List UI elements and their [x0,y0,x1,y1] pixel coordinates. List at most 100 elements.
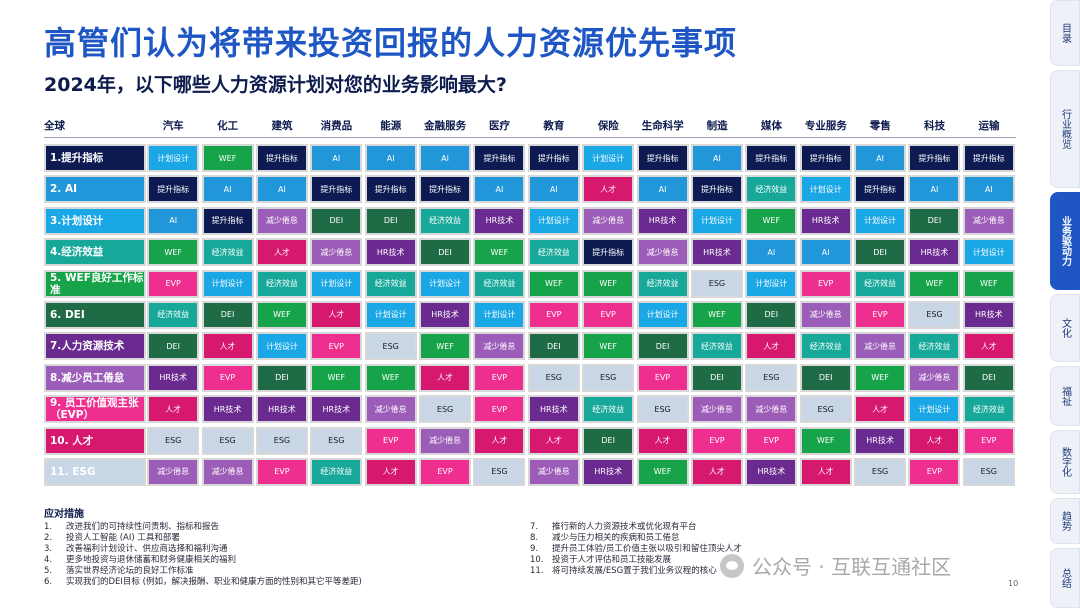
row-header: 2. AI [44,175,146,204]
matrix-cell: DEI [419,238,472,267]
matrix-cell: ESG [310,426,363,455]
matrix-cell: 提升指标 [419,175,472,204]
side-tab[interactable]: 总结 [1050,548,1080,608]
side-tab[interactable]: 趋势 [1050,498,1080,544]
matrix-cell: 减少倦怠 [310,238,363,267]
matrix-cell: ESG [636,395,689,424]
matrix-cell: 经济效益 [201,238,254,267]
matrix-cell: HR技术 [745,457,798,486]
side-tab[interactable]: 数字化 [1050,430,1080,494]
matrix-cell: 经济效益 [310,457,363,486]
matrix-cell: AI [745,238,798,267]
matrix-cell: DEI [364,206,417,235]
matrix-cell: WEF [419,332,472,361]
matrix-cell: 人才 [636,426,689,455]
matrix-cell: 经济效益 [962,395,1015,424]
matrix-cell: AI [527,175,580,204]
matrix-cell: 人才 [854,395,907,424]
matrix-cell: 减少倦怠 [854,332,907,361]
matrix-cell: 人才 [147,395,200,424]
matrix-cell: 计划设计 [527,206,580,235]
matrix-cell: HR技术 [473,206,526,235]
matrix-cell: HR技术 [310,395,363,424]
row-header: 3.计划设计 [44,206,146,235]
matrix-cell: EVP [147,269,200,298]
matrix-cell: 经济效益 [799,332,852,361]
matrix-cell: AI [690,144,743,172]
watermark-text: 公众号 · 互联互通社区 [752,555,952,579]
matrix-cell: DEI [310,206,363,235]
page-title: 高管们认为将带来投资回报的人力资源优先事项 [44,24,738,62]
matrix-cell: 人才 [527,426,580,455]
action-text: 将可持续发展/ESG置于我们业务议程的核心 [552,566,717,576]
matrix-row: 1.提升指标 计划设计 WEF 提升指标 AI AI AI 提升指标 提升指标 计划设计 提升指标 A… [44,143,1016,174]
action-item: 2. 投资人工智能 (AI) 工具和部署 [44,533,362,544]
matrix-cell: HR技术 [419,300,472,329]
watermark: 公众号 · 互联互通社区 [720,551,951,580]
side-tab[interactable]: 文化 [1050,294,1080,362]
matrix-cell: HR技术 [690,238,743,267]
action-text: 投资人工智能 (AI) 工具和部署 [66,533,180,543]
side-tab[interactable]: 目录 [1050,0,1080,66]
matrix-cell: DEI [527,332,580,361]
matrix-cell: 提升指标 [908,144,961,172]
matrix-cell: ESG [419,395,472,424]
matrix-cell: 经济效益 [690,332,743,361]
matrix-cell: HR技术 [636,206,689,235]
action-item: 10. 投资于人才评估和员工技能发展 [530,555,742,566]
matrix-cell: HR技术 [201,395,254,424]
action-item: 4. 更多地投资与退休储蓄和财务健康相关的福利 [44,555,362,566]
matrix-cell: 减少倦怠 [582,206,635,235]
matrix-cell: DEI [201,300,254,329]
matrix-row: 10. 人才 ESG ESG ESG ESG EVP 减少倦怠 人才 人才 DEI 人才 EVP EVP… [44,426,1016,457]
matrix-cell: 减少倦怠 [690,395,743,424]
side-tab[interactable]: 业务驱动力 [1050,192,1080,290]
column-header: 教育 [543,120,565,132]
matrix-cell: 提升指标 [201,206,254,235]
side-navigation: 目录行业概览业务驱动力文化 福祉数字化趋势 总结 [1050,0,1080,608]
matrix-cell: 经济效益 [745,175,798,204]
matrix-cell: 减少倦怠 [473,332,526,361]
column-header: 零售 [869,120,891,132]
matrix-cell: EVP [582,300,635,329]
matrix-cell: WEF [364,363,417,392]
matrix-cell: 计划设计 [201,269,254,298]
side-tab[interactable]: 福祉 [1050,366,1080,426]
matrix-cell: WEF [854,363,907,392]
matrix-cell: WEF [962,269,1015,298]
action-text: 改进我们的可持续性问责制、指标和报告 [66,522,220,532]
action-item: 1. 改进我们的可持续性问责制、指标和报告 [44,522,362,533]
action-number: 9. [530,544,539,554]
matrix-cell: 提升指标 [582,238,635,267]
matrix-cell: 人才 [201,332,254,361]
matrix-cell: 提升指标 [255,144,308,172]
action-item: 9. 提升员工体验/员工价值主张以吸引和留住顶尖人才 [530,544,742,555]
matrix-header: 全球 汽车 化工 建筑 消费品 能源 金融服务 医疗 教育 保险 生命科学 制造 媒体 专业服务 零售 科技… [44,116,1017,138]
matrix-cell: HR技术 [799,206,852,235]
matrix-cell: DEI [745,300,798,329]
matrix-cell: EVP [799,269,852,298]
matrix-cell: EVP [201,363,254,392]
action-text: 减少与压力相关的疾病和员工倦怠 [552,533,680,543]
matrix-cell: 经济效益 [419,206,472,235]
matrix-cell: 计划设计 [962,238,1015,267]
matrix-cell: 提升指标 [636,144,689,172]
priority-matrix: 全球 汽车 化工 建筑 消费品 能源 金融服务 医疗 教育 保险 生命科学 制造 媒体 专业服务 零售 科技… [44,116,1017,488]
matrix-cell: 经济效益 [582,395,635,424]
column-header: 生命科学 [641,120,684,132]
matrix-cell: 经济效益 [147,300,200,329]
matrix-cell: HR技术 [962,300,1015,329]
action-number: 5. [44,566,53,576]
matrix-cell: 减少倦怠 [419,426,472,455]
matrix-cell: HR技术 [854,426,907,455]
side-tab[interactable]: 行业概览 [1050,70,1080,188]
row-header: 10. 人才 [44,426,146,455]
matrix-cell: EVP [255,457,308,486]
matrix-cell: DEI [962,363,1015,392]
matrix-cell: ESG [745,363,798,392]
matrix-cell: WEF [908,269,961,298]
action-number: 7. [530,522,539,532]
matrix-row: 2. AI 提升指标 AI AI 提升指标 提升指标 提升指标 AI AI 人才 AI 提升指标 经济效… [44,174,1016,205]
column-header: 保险 [597,120,619,132]
matrix-cell: 提升指标 [364,175,417,204]
